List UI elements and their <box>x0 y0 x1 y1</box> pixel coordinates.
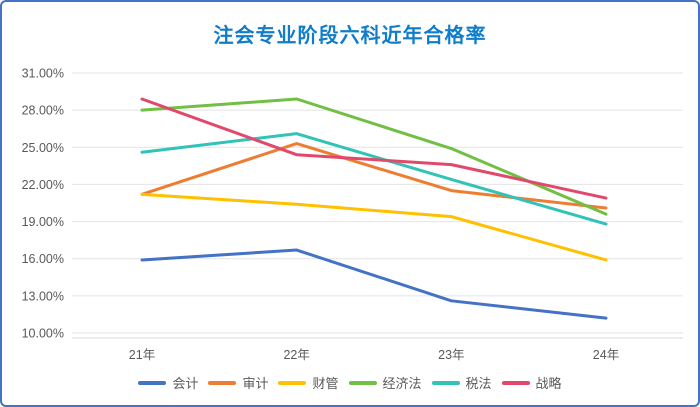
y-axis-tick-label: 28.00% <box>22 104 64 118</box>
series-line-accounting <box>140 248 608 320</box>
legend-label: 审计 <box>242 376 269 391</box>
legend-item-economic-law: 经济法 <box>348 373 422 392</box>
y-axis-tick-label: 13.00% <box>22 289 64 303</box>
legend-swatch-financial-management <box>278 380 307 385</box>
y-axis-tick-label: 16.00% <box>22 252 64 266</box>
chart-legend: 会计 审计 财管 经济法 税法 战略 <box>2 373 698 392</box>
legend-swatch-tax-law <box>431 380 460 385</box>
y-axis-tick-label: 19.00% <box>22 215 64 229</box>
legend-label: 经济法 <box>382 376 422 391</box>
chart-title: 注会专业阶段六科近年合格率 <box>213 25 487 47</box>
legend-label: 战略 <box>535 376 562 391</box>
legend-item-strategy: 战略 <box>501 373 562 392</box>
series-line-auditing <box>140 142 608 210</box>
legend-item-accounting: 会计 <box>138 373 198 392</box>
legend-swatch-economic-law <box>348 380 377 385</box>
legend-swatch-accounting <box>138 380 167 385</box>
y-axis-tick-label: 10.00% <box>22 327 64 341</box>
x-axis-tick-label: 24年 <box>593 348 619 362</box>
series-line-tax-law <box>140 132 608 226</box>
y-axis-tick-label: 25.00% <box>22 141 64 155</box>
legend-item-tax-law: 税法 <box>431 373 492 392</box>
legend-label: 财管 <box>312 376 339 391</box>
x-axis-tick-label: 21年 <box>129 348 155 362</box>
legend-label: 税法 <box>465 376 492 391</box>
series-line-financial-management <box>140 192 608 262</box>
legend-item-financial-management: 财管 <box>278 373 339 392</box>
legend-label: 会计 <box>172 376 199 391</box>
y-axis-tick-label: 22.00% <box>22 178 64 192</box>
legend-item-auditing: 审计 <box>208 373 268 392</box>
legend-swatch-auditing <box>208 380 237 385</box>
x-axis-tick-label: 23年 <box>438 348 464 362</box>
series-line-strategy <box>140 97 608 200</box>
x-axis-tick-label: 22年 <box>283 348 309 362</box>
legend-swatch-strategy <box>501 380 530 385</box>
line-chart-canvas: 10.00% 13.00% 16.00% 19.00% 22.00% 25.00% 28.0… <box>22 67 683 362</box>
y-axis-tick-label: 31.00% <box>22 67 64 81</box>
